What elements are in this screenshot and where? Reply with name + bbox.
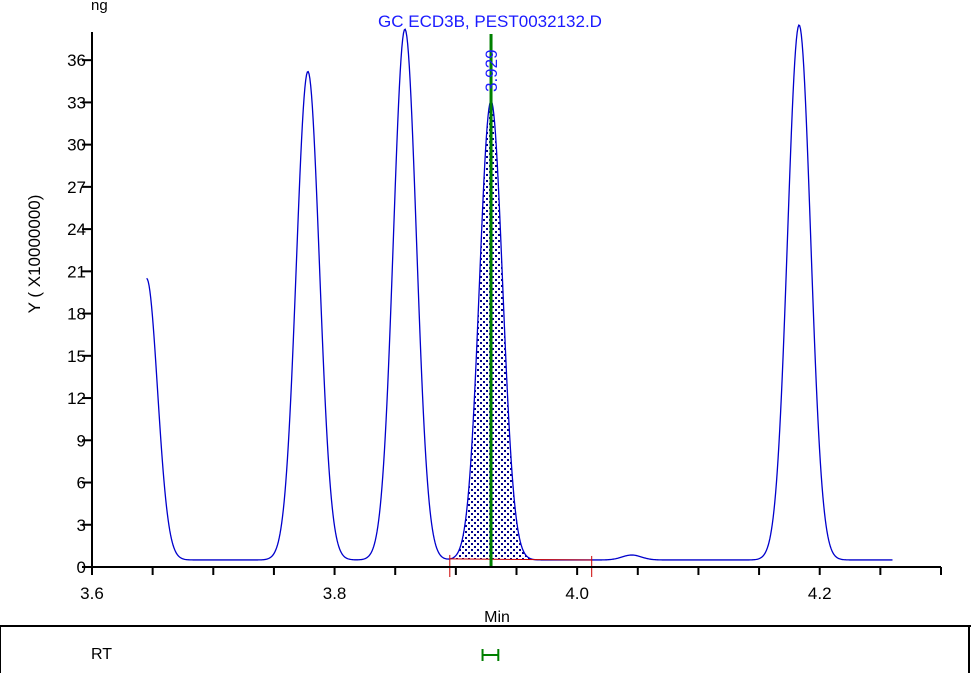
y-tick-label: 33 (67, 93, 86, 112)
x-tick-label: 3.6 (80, 584, 104, 603)
integrated-peak-fill (449, 101, 592, 560)
x-tick-label: 4.0 (565, 584, 589, 603)
y-axis-label: Y ( X10000000) (25, 195, 44, 314)
retention-time-label: 3.929 (482, 49, 501, 92)
y-tick-label: 6 (77, 474, 86, 493)
y-tick-label: 27 (67, 178, 86, 197)
x-tick-label: 3.8 (323, 584, 347, 603)
y-tick-label: 9 (77, 431, 86, 450)
y-tick-label: 18 (67, 305, 86, 324)
integration-baseline (449, 558, 592, 561)
x-tick-label: 4.2 (808, 584, 832, 603)
y-tick-label: 30 (67, 136, 86, 155)
chromatogram-trace (146, 24, 893, 561)
x-axis-label: Min (484, 609, 510, 626)
rt-panel-label: RT (91, 646, 112, 663)
y-tick-label: 15 (67, 347, 86, 366)
y-tick-label: 36 (67, 51, 86, 70)
y-tick-label: 24 (67, 220, 86, 239)
chart-title: GC ECD3B, PEST0032132.D (378, 12, 602, 31)
y-tick-label: 3 (77, 516, 86, 535)
rt-range-marker (481, 649, 500, 661)
window-header-fragment: ng (91, 0, 108, 14)
y-tick-label: 12 (67, 389, 86, 408)
y-tick-label: 0 (77, 558, 86, 577)
y-tick-label: 21 (67, 262, 86, 281)
